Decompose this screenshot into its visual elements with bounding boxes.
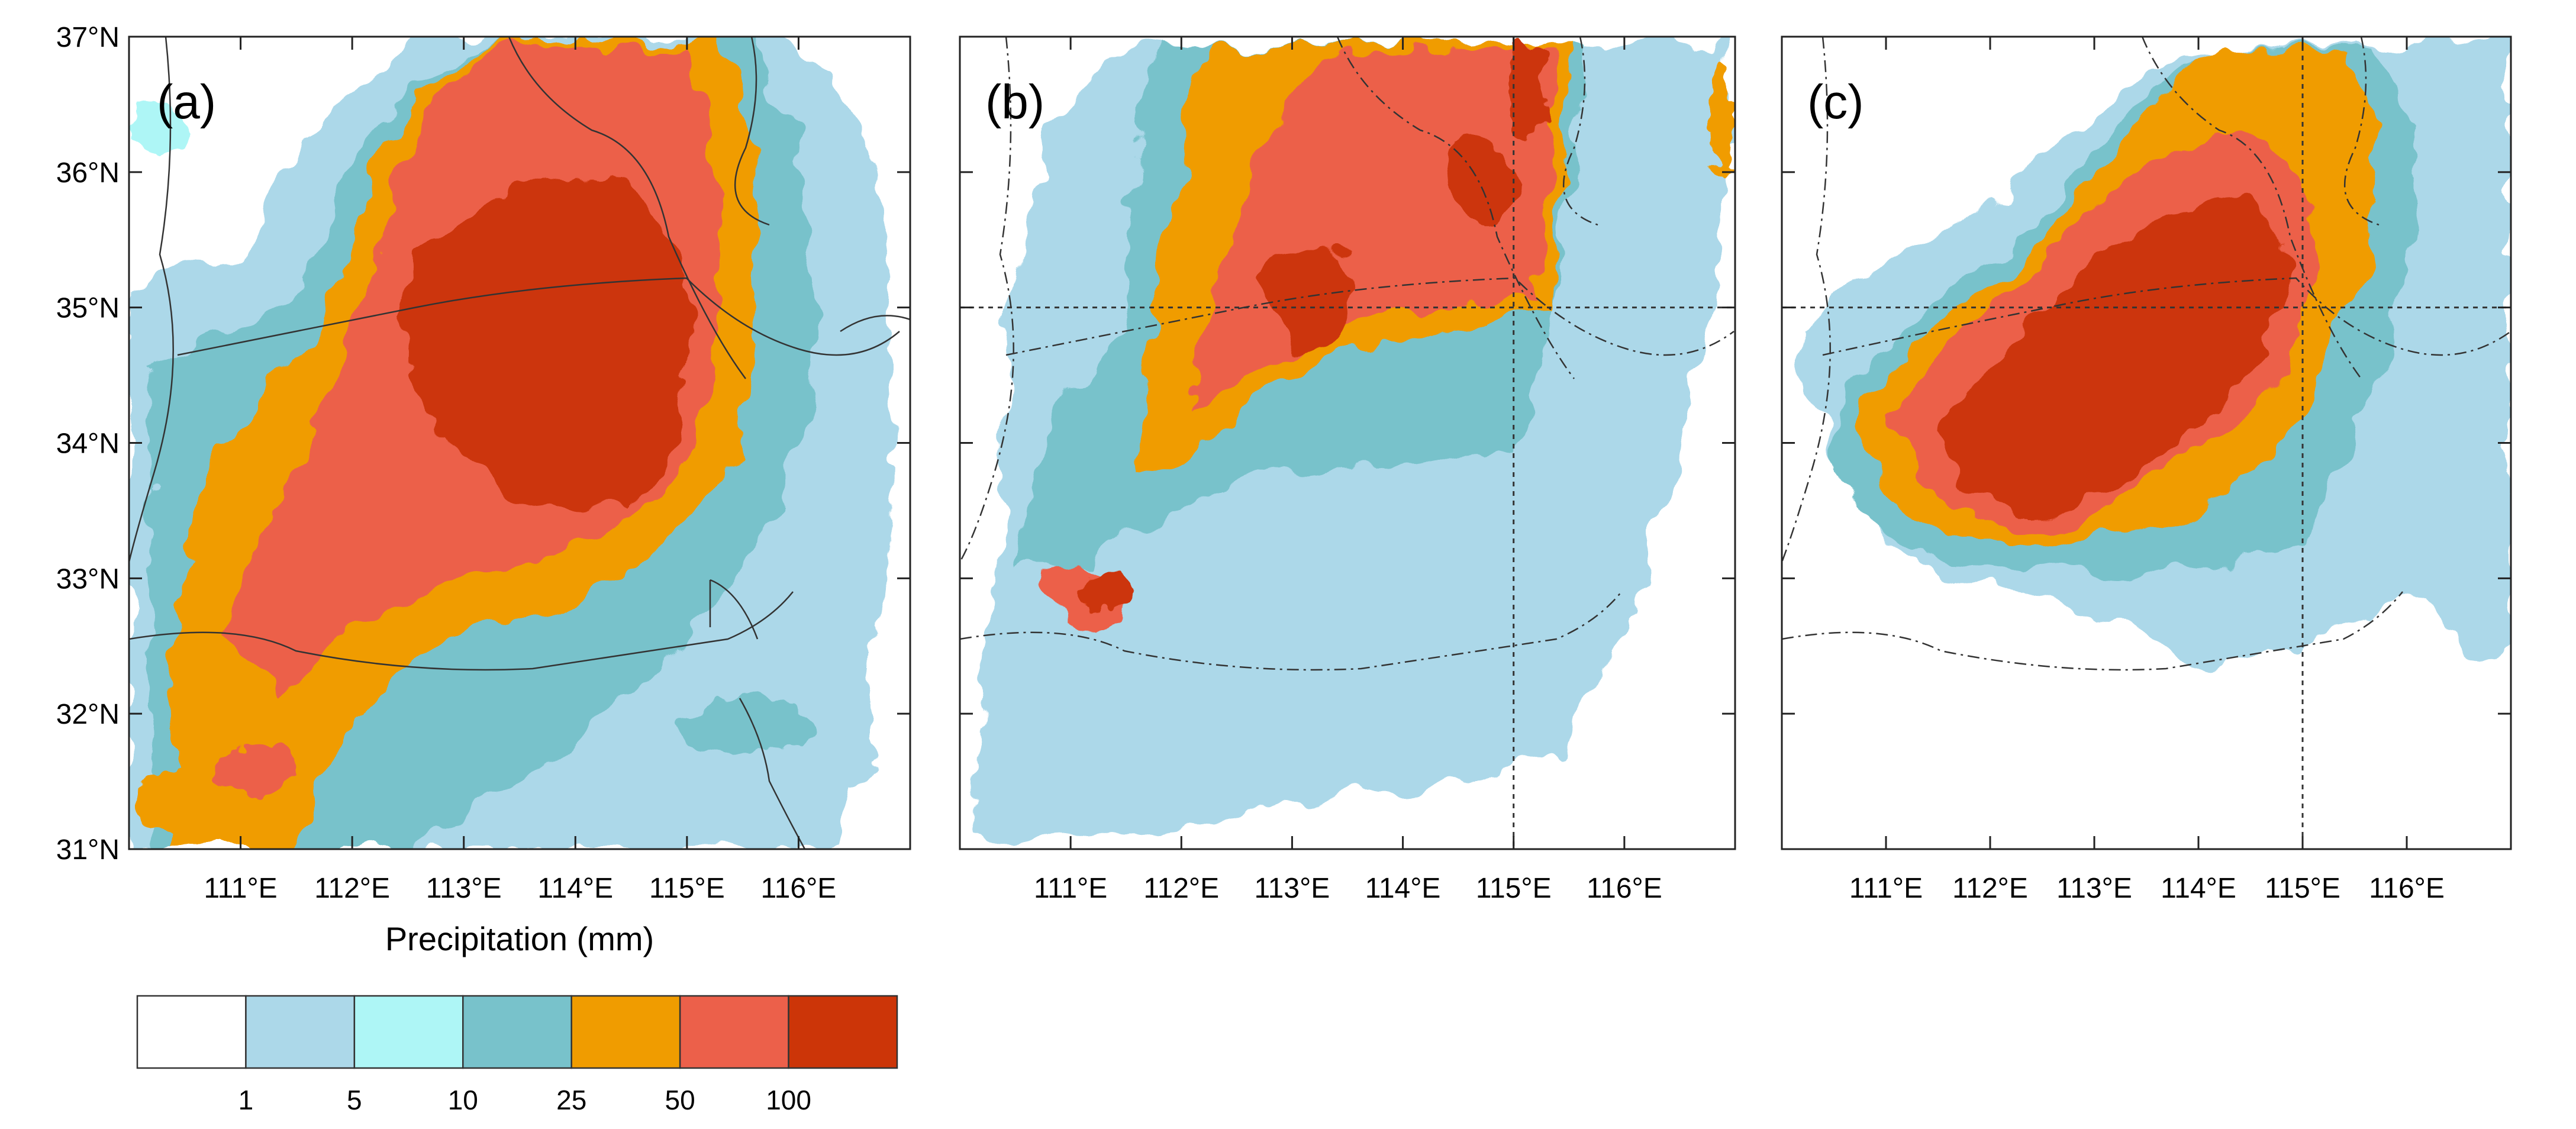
colorbar-tick-label: 25	[556, 1085, 586, 1115]
lon-tick-label: 114°E	[537, 873, 613, 904]
panel-b-boundaries	[960, 37, 1734, 671]
panel-b-reference-lines	[960, 37, 1735, 849]
panel-c-precip-field	[1799, 41, 2509, 669]
panel-c: (c) 111°E 112°E 113°E 114°E 115°E 116°E	[1781, 36, 2512, 904]
panel-a-axes: 111°E 112°E 113°E 114°E 115°E 116°E 31°N 32°N 33…	[56, 22, 910, 904]
lon-tick-label: 112°E	[1952, 873, 2028, 904]
lat-tick-label: 34°N	[56, 428, 120, 460]
colorbar-tick-label: 50	[665, 1085, 695, 1115]
panel-a-precip-field	[129, 37, 892, 849]
x-axis-title: Precipitation (mm)	[385, 920, 654, 957]
lon-tick-label: 111°E	[1849, 873, 1923, 904]
panel-c-label: (c)	[1807, 75, 1864, 129]
colorbar-tick-label: 5	[347, 1085, 362, 1115]
lon-tick-label: 115°E	[1476, 873, 1552, 904]
lon-tick-label: 113°E	[1255, 873, 1330, 904]
panel-a: (a) 111°E 112°E 113°E 114°E 115°E 116°E 31°N 32…	[56, 22, 911, 904]
panel-b-precip-field	[979, 37, 1734, 840]
lon-tick-label: 116°E	[2369, 873, 2445, 904]
lon-tick-label: 112°E	[314, 873, 390, 904]
lat-tick-label: 33°N	[56, 563, 120, 595]
panel-a-label: (a)	[157, 75, 216, 129]
lon-tick-label: 114°E	[1365, 873, 1441, 904]
colorbar-swatch	[462, 995, 572, 1069]
panel-a-boundaries	[129, 37, 910, 849]
colorbar-swatch	[245, 995, 356, 1069]
lon-tick-label: 112°E	[1143, 873, 1219, 904]
panel-c-boundaries	[1782, 37, 2511, 671]
panel-c-axes: 111°E 112°E 113°E 114°E 115°E 116°E	[1782, 36, 2511, 904]
lat-tick-label: 35°N	[56, 293, 120, 324]
lon-tick-label: 113°E	[426, 873, 502, 904]
lon-tick-label: 111°E	[204, 873, 277, 904]
colorbar-swatch	[353, 995, 464, 1069]
lat-tick-label: 36°N	[56, 157, 120, 189]
panel-c-reference-lines	[1782, 37, 2511, 849]
lon-tick-label: 115°E	[649, 873, 725, 904]
lat-tick-label: 32°N	[56, 699, 120, 730]
panel-b-axes: 111°E 112°E 113°E 114°E 115°E 116°E	[960, 36, 1735, 904]
colorbar-swatch	[788, 995, 898, 1069]
colorbar-tick-label: 100	[766, 1085, 811, 1115]
panel-b-label: (b)	[985, 75, 1044, 129]
lat-tick-label: 37°N	[56, 22, 120, 53]
colorbar-swatch	[136, 995, 247, 1069]
colorbar-tick-label: 10	[448, 1085, 478, 1115]
lon-tick-label: 116°E	[1587, 873, 1662, 904]
colorbar-tick-label: 1	[238, 1085, 254, 1115]
lon-tick-label: 111°E	[1034, 873, 1107, 904]
lon-tick-label: 114°E	[2161, 873, 2236, 904]
lon-tick-label: 115°E	[2265, 873, 2340, 904]
colorbar-swatch	[570, 995, 681, 1069]
panel-b: (b) 111°E 112°E 113°E 114°E 115°E 116°E	[959, 36, 1736, 904]
colorbar: 1 5 10 25 50 100	[136, 995, 898, 1115]
lon-tick-label: 116°E	[761, 873, 837, 904]
lon-tick-label: 113°E	[2056, 873, 2132, 904]
colorbar-swatch	[679, 995, 789, 1069]
lat-tick-label: 31°N	[56, 834, 120, 866]
